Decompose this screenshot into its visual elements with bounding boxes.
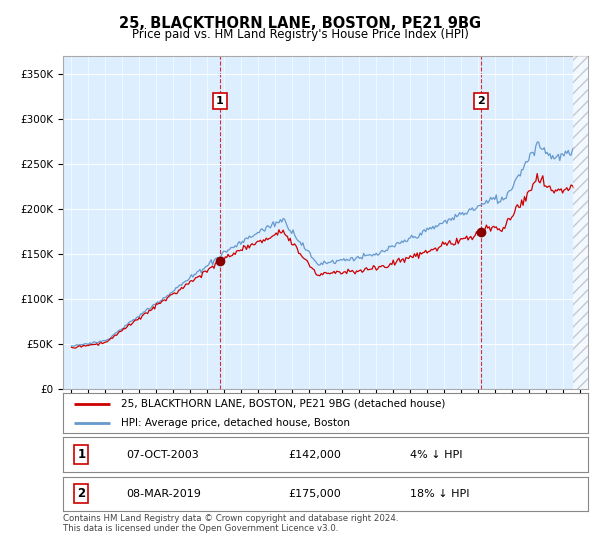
Text: 07-OCT-2003: 07-OCT-2003 bbox=[126, 450, 199, 460]
Text: 4% ↓ HPI: 4% ↓ HPI bbox=[409, 450, 462, 460]
Text: Contains HM Land Registry data © Crown copyright and database right 2024.
This d: Contains HM Land Registry data © Crown c… bbox=[63, 514, 398, 534]
Text: 25, BLACKTHORN LANE, BOSTON, PE21 9BG (detached house): 25, BLACKTHORN LANE, BOSTON, PE21 9BG (d… bbox=[121, 399, 445, 409]
Text: 18% ↓ HPI: 18% ↓ HPI bbox=[409, 489, 469, 499]
Text: £142,000: £142,000 bbox=[289, 450, 341, 460]
Text: 08-MAR-2019: 08-MAR-2019 bbox=[126, 489, 201, 499]
Text: 25, BLACKTHORN LANE, BOSTON, PE21 9BG: 25, BLACKTHORN LANE, BOSTON, PE21 9BG bbox=[119, 16, 481, 31]
Text: 2: 2 bbox=[77, 487, 85, 501]
Text: Price paid vs. HM Land Registry's House Price Index (HPI): Price paid vs. HM Land Registry's House … bbox=[131, 28, 469, 41]
Text: HPI: Average price, detached house, Boston: HPI: Average price, detached house, Bost… bbox=[121, 418, 350, 428]
Text: £175,000: £175,000 bbox=[289, 489, 341, 499]
Text: 2: 2 bbox=[477, 96, 485, 106]
Text: 1: 1 bbox=[216, 96, 224, 106]
Bar bbox=[573, 56, 588, 389]
Text: 1: 1 bbox=[77, 448, 85, 461]
